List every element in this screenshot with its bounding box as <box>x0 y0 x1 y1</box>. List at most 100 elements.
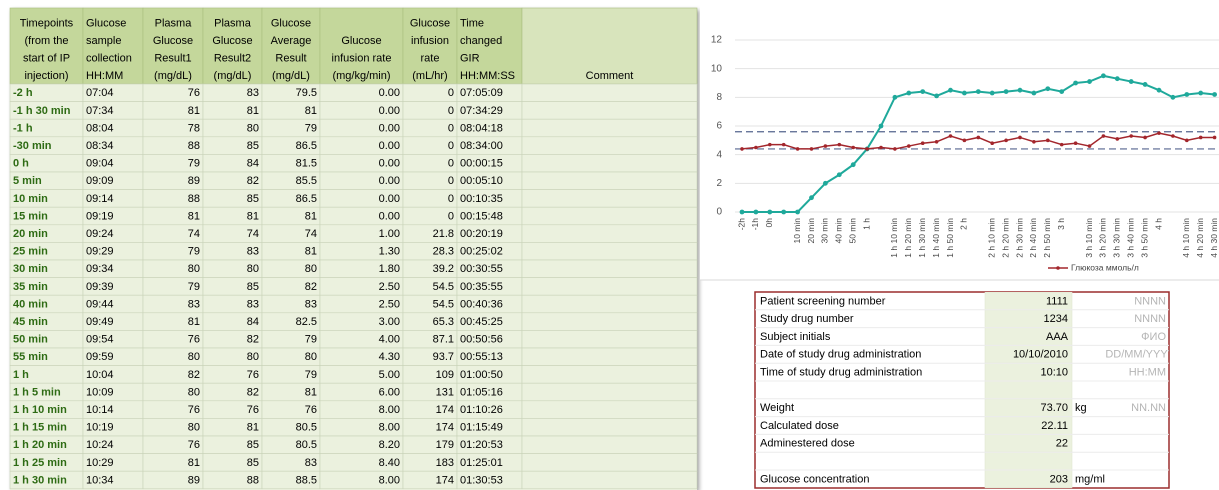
header-text: Glucose <box>153 35 193 47</box>
cell-text: 76 <box>188 334 200 346</box>
cell-text: 179 <box>436 439 454 451</box>
cell <box>521 277 698 296</box>
form-hint: NNNN <box>1134 295 1166 307</box>
header-text: GIR <box>460 52 480 64</box>
cell <box>521 118 698 138</box>
x-tick-label: 2 h 50 min <box>1042 218 1052 258</box>
cell-text: 01:20:53 <box>460 439 503 451</box>
cell-text: 81 <box>247 422 259 434</box>
data-point <box>754 145 758 150</box>
form-hint: NN.NN <box>1131 402 1166 414</box>
x-tick-label: 50 min <box>847 218 857 244</box>
header-text: HH:MM <box>86 70 123 82</box>
y-tick-label: 10 <box>711 63 723 74</box>
data-point <box>850 162 856 168</box>
cell <box>521 259 698 278</box>
data-point <box>809 147 814 151</box>
cell-text: 74 <box>305 228 317 240</box>
cell-text: 0 <box>448 122 454 134</box>
cell-text: 85 <box>247 281 259 293</box>
header-text: Plasma <box>214 17 252 29</box>
data-point <box>893 147 897 151</box>
cell-text: 09:49 <box>86 316 114 328</box>
cell-text: 09:59 <box>86 351 114 363</box>
data-point <box>1184 92 1190 97</box>
timepoint: -1 h <box>13 122 33 134</box>
data-point <box>934 139 939 144</box>
form-value: AAA <box>1046 331 1069 343</box>
value-cell <box>984 380 1073 400</box>
timepoint: 10 min <box>13 193 48 205</box>
data-point <box>962 90 967 96</box>
x-tick-label: 2 h 30 min <box>1014 218 1024 258</box>
y-tick-label: 2 <box>716 178 722 189</box>
cell-text: 4.00 <box>379 334 400 346</box>
x-tick-label: 1 h 50 min <box>945 218 955 258</box>
cell-text: 0.00 <box>379 87 400 99</box>
x-tick-label: 3 h 30 min <box>1112 218 1122 258</box>
header-text: Timepoints <box>20 17 74 29</box>
cell-text: 01:30:53 <box>460 474 503 486</box>
x-tick-label: 4 h 30 min <box>1209 218 1219 258</box>
data-point <box>976 135 981 140</box>
cell <box>521 206 698 226</box>
header-cell <box>521 7 698 85</box>
form-unit: mg/ml <box>1075 473 1105 485</box>
cell-text: 83 <box>305 298 317 310</box>
timepoint: -2 h <box>13 87 33 99</box>
cell-text: 01:10:26 <box>460 404 503 416</box>
cell-text: 109 <box>436 369 454 381</box>
cell-text: 21.8 <box>433 228 454 240</box>
header-text: Glucose <box>410 17 450 29</box>
cell-text: 3.00 <box>379 316 400 328</box>
cell-text: 174 <box>436 404 454 416</box>
timepoint: 20 min <box>13 228 48 240</box>
data-point <box>1171 134 1175 138</box>
header-text: sample <box>86 35 121 47</box>
cell-text: 79 <box>188 246 200 258</box>
header-text: start of IP <box>23 52 70 64</box>
timepoint: 50 min <box>13 334 48 346</box>
cell-text: 81 <box>305 210 317 222</box>
cell-text: 07:34 <box>86 105 114 117</box>
data-point <box>823 180 828 186</box>
x-tick-label: 2 h 10 min <box>986 218 996 258</box>
chart-area <box>700 0 1219 280</box>
cell-text: 86.5 <box>296 140 317 152</box>
data-point <box>1185 138 1189 143</box>
cell-text: 0 <box>448 140 454 152</box>
cell-text: 74 <box>247 228 259 240</box>
cell-text: 0 <box>448 87 454 99</box>
data-point <box>878 123 884 129</box>
cell-text: 81 <box>305 246 317 258</box>
form-value: 22 <box>1056 438 1068 450</box>
x-tick-label: 40 min <box>834 218 844 244</box>
x-tick-label: 1 h <box>861 218 871 230</box>
cell-text: 76 <box>188 404 200 416</box>
data-point <box>1059 142 1064 147</box>
value-cell <box>984 451 1073 471</box>
cell-text: 81 <box>247 210 259 222</box>
header-text: (mg/dL) <box>154 70 192 82</box>
cell-text: 8.00 <box>379 474 400 486</box>
data-point <box>865 147 869 151</box>
header-text: Comment <box>586 70 634 82</box>
cell <box>521 347 698 366</box>
data-point <box>906 90 912 96</box>
form-label: Calculated dose <box>760 420 839 432</box>
timepoint: 1 h 25 min <box>13 457 67 469</box>
x-tick-label: -2h <box>736 218 746 231</box>
cell-text: 10:14 <box>86 404 114 416</box>
header-text: (mg/dL) <box>214 70 252 82</box>
cell-text: 79 <box>188 158 200 170</box>
timepoint: 1 h 20 min <box>13 439 67 451</box>
timepoint: 30 min <box>13 263 48 275</box>
cell-text: 80 <box>247 263 259 275</box>
cell <box>521 470 698 490</box>
cell-text: 78 <box>188 122 200 134</box>
cell-text: 8.40 <box>379 457 400 469</box>
data-point <box>795 147 800 151</box>
cell-text: 80 <box>247 351 259 363</box>
cell-text: 0 <box>448 193 454 205</box>
cell-text: 89 <box>188 175 200 187</box>
